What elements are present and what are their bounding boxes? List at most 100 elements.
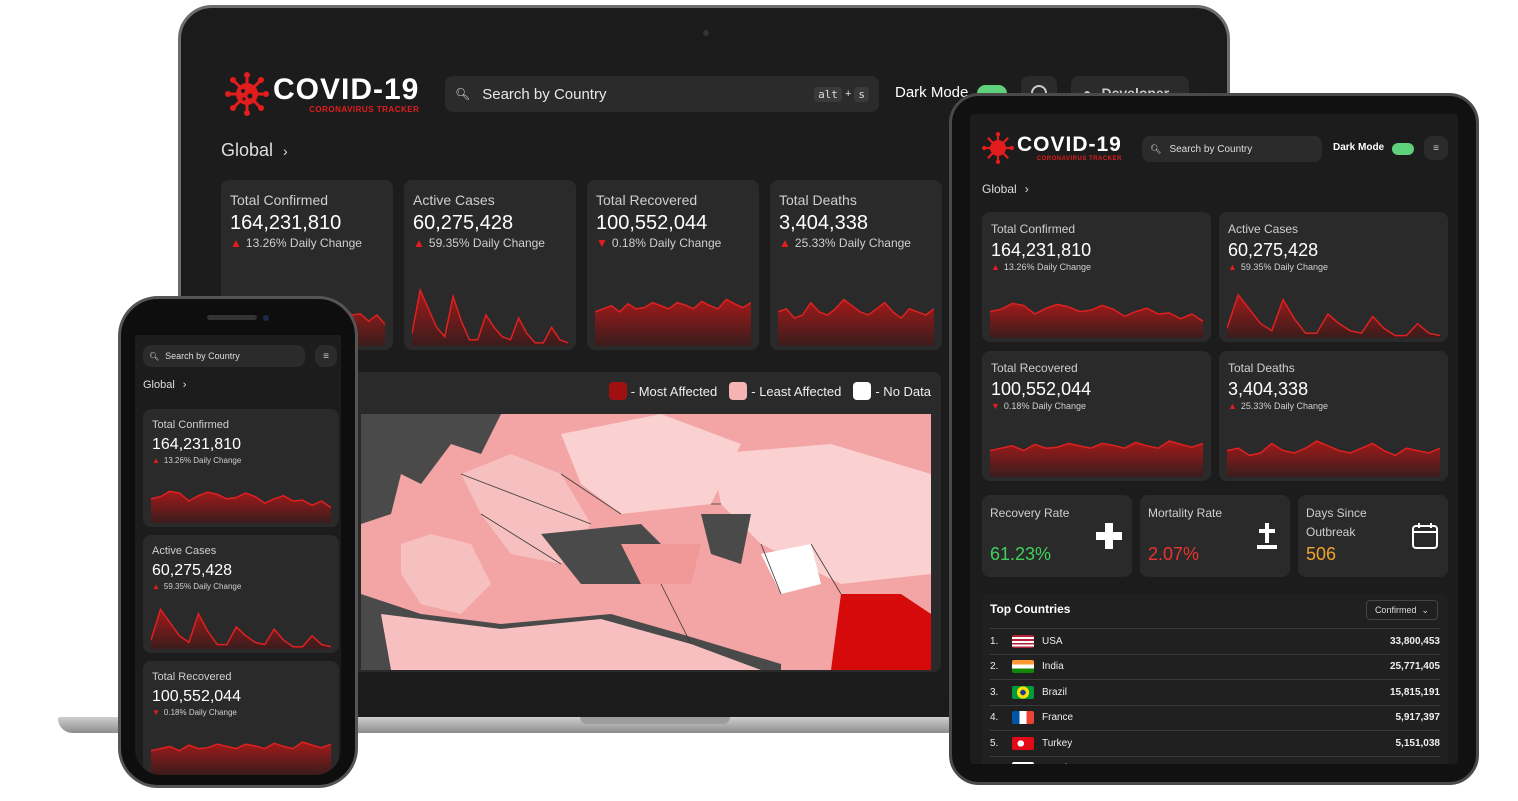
triangle-up-icon: ▲ xyxy=(991,262,1000,272)
stat-value: 60,275,428 xyxy=(1228,240,1319,260)
daily-change-text: 59.35% Daily Change xyxy=(163,582,242,591)
daily-change-text: 25.33% Daily Change xyxy=(1240,401,1328,411)
stat-card-total-recovered[interactable]: Total Recovered 100,552,044 ▼ 0.18% Dail… xyxy=(587,180,759,350)
stat-card-active-cases[interactable]: Active Cases 60,275,428 ▲ 59.35% Daily C… xyxy=(143,535,339,653)
flag-india-icon xyxy=(1012,660,1034,674)
daily-change-text: 59.35% Daily Change xyxy=(428,236,545,250)
stat-title: Total Recovered xyxy=(991,361,1078,375)
legend-item: - Least Affected xyxy=(729,382,841,400)
country-rank: 2. xyxy=(990,661,999,673)
rate-card-1[interactable]: Mortality Rate 2.07% xyxy=(1140,495,1290,577)
stat-value: 100,552,044 xyxy=(152,688,241,705)
stat-value: 60,275,428 xyxy=(413,212,514,234)
country-name: Russia xyxy=(1042,763,1396,764)
stat-title: Total Recovered xyxy=(596,192,698,208)
breadcrumb[interactable]: Global › xyxy=(221,140,288,162)
search-input[interactable]: 🔍︎ Search by Country xyxy=(1142,136,1322,162)
menu-button[interactable]: ≡ xyxy=(315,345,337,367)
menu-icon: ≡ xyxy=(1433,142,1439,154)
stat-card-total-recovered[interactable]: Total Recovered 100,552,044 ▼ 0.18% Dail… xyxy=(143,661,339,775)
rate-card-0[interactable]: Recovery Rate 61.23% xyxy=(982,495,1132,577)
top-countries-title: Top Countries xyxy=(990,602,1071,616)
app-logo[interactable]: COVID-19 CORONAVIRUS TRACKER xyxy=(982,132,1122,164)
search-placeholder: Search by Country xyxy=(165,351,240,361)
legend-swatch xyxy=(608,382,627,400)
app-title: COVID-19 xyxy=(1017,133,1122,156)
stat-card-total-deaths[interactable]: Total Deaths 3,404,338 ▲ 25.33% Daily Ch… xyxy=(770,180,942,350)
country-rank: 5. xyxy=(990,737,999,749)
sparkline-chart xyxy=(412,287,568,346)
sparkline-chart xyxy=(1227,440,1440,477)
virus-icon xyxy=(982,132,1014,164)
daily-change: ▲ 13.26% Daily Change xyxy=(152,456,241,465)
phone-frame: 🔍︎ Search by Country ≡ Global › Total Co… xyxy=(118,296,358,788)
country-row[interactable]: 5. Turkey 5,151,038 xyxy=(990,730,1440,756)
daily-change-text: 0.18% Daily Change xyxy=(611,236,722,250)
triangle-up-icon: ▲ xyxy=(1228,401,1237,411)
app-subtitle: CORONAVIRUS TRACKER xyxy=(309,104,420,114)
app-logo[interactable]: COVID-19 CORONAVIRUS TRACKER xyxy=(225,72,419,116)
country-value: 5,151,038 xyxy=(1395,737,1441,749)
rate-title: Mortality Rate xyxy=(1148,504,1222,523)
stat-title: Total Confirmed xyxy=(230,192,329,208)
search-placeholder: Search by Country xyxy=(1169,143,1253,155)
country-row[interactable]: 4. France 5,917,397 xyxy=(990,704,1441,731)
daily-change: ▼ 0.18% Daily Change xyxy=(596,236,721,250)
stat-value: 3,404,338 xyxy=(1228,379,1309,399)
country-value: 33,800,453 xyxy=(1389,635,1440,647)
country-list: 1. USA 33,800,453 2. India 25,771,405 3.… xyxy=(990,628,1440,764)
rate-title-line2: Outbreak xyxy=(1306,525,1356,539)
dark-mode-toggle[interactable] xyxy=(1392,143,1414,155)
search-input[interactable]: 🔍︎ Search by Country alt + s xyxy=(445,76,879,112)
country-value: 4,965,676 xyxy=(1396,763,1441,764)
daily-change: ▲ 25.33% Daily Change xyxy=(1228,401,1328,411)
search-input[interactable]: 🔍︎ Search by Country xyxy=(143,345,305,367)
sparkline-chart xyxy=(595,298,751,346)
world-map[interactable] xyxy=(361,414,931,670)
breadcrumb[interactable]: Global › xyxy=(982,182,1029,196)
menu-button[interactable]: ≡ xyxy=(1424,136,1448,160)
daily-change-text: 0.18% Daily Change xyxy=(1003,401,1086,411)
country-row[interactable]: 3. Brazil 15,815,191 xyxy=(990,679,1440,705)
daily-change: ▼ 0.18% Daily Change xyxy=(152,708,237,717)
stat-card-total-confirmed[interactable]: Total Confirmed 164,231,810 ▲ 13.26% Dai… xyxy=(143,409,339,527)
search-icon: 🔍︎ xyxy=(149,351,160,361)
stat-card-total-recovered[interactable]: Total Recovered 100,552,044 ▼ 0.18% Dail… xyxy=(982,351,1211,481)
app-subtitle: CORONAVIRUS TRACKER xyxy=(1036,156,1122,162)
stat-value: 164,231,810 xyxy=(230,212,342,234)
daily-change: ▲ 59.35% Daily Change xyxy=(413,236,545,250)
phone-speaker xyxy=(207,315,257,320)
stat-card-active-cases[interactable]: Active Cases 60,275,428 ▲ 59.35% Daily C… xyxy=(1219,212,1448,342)
stat-value: 3,404,338 xyxy=(779,212,868,234)
flag-brazil-icon xyxy=(1012,685,1034,699)
stat-title: Total Confirmed xyxy=(152,419,230,431)
country-row[interactable]: 2. India 25,771,405 xyxy=(990,653,1440,680)
sparkline-chart xyxy=(151,607,331,649)
rate-card-2[interactable]: Days Since Outbreak 506 xyxy=(1298,495,1448,577)
stat-card-total-deaths[interactable]: Total Deaths 3,404,338 ▲ 25.33% Daily Ch… xyxy=(1219,351,1448,481)
triangle-down-icon: ▼ xyxy=(991,401,1000,411)
search-placeholder: Search by Country xyxy=(482,85,607,103)
country-row[interactable]: 6. Russia 4,965,676 xyxy=(990,755,1441,764)
chevron-right-icon: › xyxy=(1024,182,1029,196)
country-value: 5,917,397 xyxy=(1395,712,1441,724)
filter-dropdown[interactable]: Confirmed ⌄ xyxy=(1365,600,1438,620)
breadcrumb[interactable]: Global › xyxy=(143,379,186,391)
medical-cross-icon xyxy=(1094,521,1124,556)
shortcut-plus: + xyxy=(844,88,852,100)
triangle-up-icon: ▲ xyxy=(152,582,160,591)
triangle-up-icon: ▲ xyxy=(152,456,160,465)
stat-card-total-confirmed[interactable]: Total Confirmed 164,231,810 ▲ 13.26% Dai… xyxy=(982,212,1211,342)
sparkline-chart xyxy=(778,298,934,346)
stat-title: Active Cases xyxy=(152,545,217,557)
country-rank: 4. xyxy=(990,712,999,724)
country-name: USA xyxy=(1042,635,1063,647)
daily-change: ▲ 59.35% Daily Change xyxy=(152,582,241,591)
country-row[interactable]: 1. USA 33,800,453 xyxy=(990,628,1440,654)
breadcrumb-global: Global xyxy=(221,140,274,160)
country-value: 25,771,405 xyxy=(1389,661,1440,673)
phone-camera xyxy=(263,315,269,321)
stat-value: 100,552,044 xyxy=(991,379,1092,399)
daily-change-text: 13.26% Daily Change xyxy=(245,236,362,250)
stat-card-active-cases[interactable]: Active Cases 60,275,428 ▲ 59.35% Daily C… xyxy=(404,180,576,350)
